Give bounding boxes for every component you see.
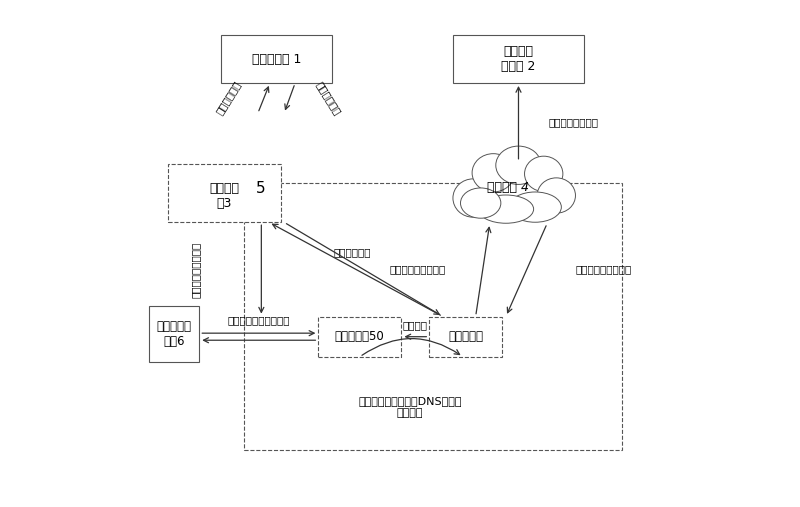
Ellipse shape: [509, 192, 562, 222]
Ellipse shape: [496, 146, 541, 185]
Bar: [150, 306, 199, 362]
Ellipse shape: [472, 154, 514, 192]
Text: 网游加速器50: 网游加速器50: [334, 330, 385, 343]
Text: 游戏实时数据: 游戏实时数据: [314, 80, 342, 117]
Text: 5: 5: [256, 180, 266, 196]
Ellipse shape: [537, 178, 575, 213]
Text: 游戏实时数据: 游戏实时数据: [214, 79, 242, 116]
Text: 游戏补丁包重定向或DNS劫持到
缓存网络: 游戏补丁包重定向或DNS劫持到 缓存网络: [358, 396, 462, 418]
Text: 缓存网络 4: 缓存网络 4: [487, 182, 530, 195]
Bar: [318, 316, 402, 357]
Text: 发送数据: 发送数据: [402, 320, 428, 330]
Text: 发送游戏更新补丁包: 发送游戏更新补丁包: [575, 265, 632, 275]
Ellipse shape: [453, 179, 494, 217]
Text: 游戏信息服
务器6: 游戏信息服 务器6: [157, 320, 192, 348]
FancyArrowPatch shape: [362, 339, 459, 355]
Bar: [168, 164, 282, 222]
Text: 游戏服务器 1: 游戏服务器 1: [252, 53, 301, 66]
Text: 重定向游戏实时数据: 重定向游戏实时数据: [190, 241, 201, 298]
Bar: [453, 35, 584, 83]
Text: 网游客户端: 网游客户端: [448, 330, 483, 343]
Text: 请求游戏更新补丁包: 请求游戏更新补丁包: [389, 265, 446, 275]
Text: 游戏更新
服务器 2: 游戏更新 服务器 2: [502, 45, 536, 74]
Text: 代理服务
器3: 代理服务 器3: [210, 182, 239, 209]
Ellipse shape: [525, 156, 563, 192]
Ellipse shape: [478, 195, 534, 223]
Text: 同步加速游戏信息列表: 同步加速游戏信息列表: [227, 315, 290, 325]
Ellipse shape: [461, 188, 501, 218]
Text: 缓存游戏升级补丁: 缓存游戏升级补丁: [549, 118, 598, 127]
Text: 游戏实时数据: 游戏实时数据: [334, 247, 371, 258]
Bar: [429, 316, 502, 357]
Bar: [244, 183, 622, 450]
Bar: [221, 35, 332, 83]
